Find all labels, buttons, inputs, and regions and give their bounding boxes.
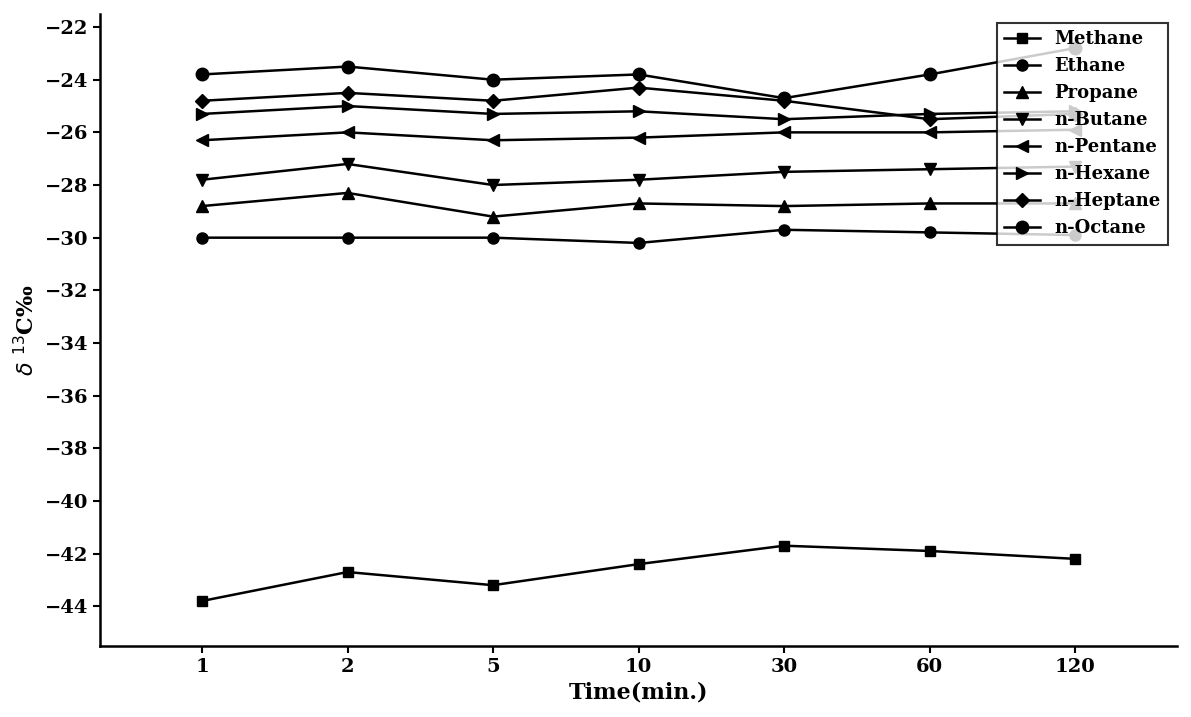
n-Octane — [631, 70, 646, 79]
n-Octane — [341, 62, 355, 71]
n-Heptane — [195, 97, 210, 105]
n-Heptane — [777, 97, 791, 105]
Propane — [777, 201, 791, 210]
n-Hexane — [1068, 107, 1083, 115]
Line: Methane: Methane — [197, 541, 1080, 606]
Methane — [341, 568, 355, 576]
n-Hexane — [923, 110, 937, 118]
Line: n-Heptane: n-Heptane — [197, 82, 1080, 124]
Methane — [631, 560, 646, 569]
n-Octane — [777, 94, 791, 103]
n-Hexane — [341, 102, 355, 110]
n-Heptane — [486, 97, 500, 105]
n-Heptane — [631, 83, 646, 92]
Line: n-Pentane: n-Pentane — [197, 124, 1080, 146]
n-Heptane — [923, 115, 937, 123]
Line: Propane: Propane — [197, 187, 1080, 222]
n-Butane — [923, 165, 937, 174]
Ethane — [1068, 231, 1083, 239]
n-Hexane — [777, 115, 791, 123]
n-Pentane — [341, 128, 355, 137]
Line: n-Octane: n-Octane — [195, 42, 1081, 105]
n-Octane — [486, 75, 500, 84]
Propane — [341, 189, 355, 197]
Ethane — [195, 233, 210, 242]
Ethane — [777, 225, 791, 234]
Propane — [486, 212, 500, 221]
Line: n-Hexane: n-Hexane — [197, 100, 1080, 125]
n-Butane — [195, 176, 210, 184]
n-Hexane — [631, 107, 646, 115]
Propane — [631, 199, 646, 208]
Ethane — [631, 239, 646, 247]
Propane — [923, 199, 937, 208]
n-Pentane — [923, 128, 937, 137]
n-Butane — [1068, 162, 1083, 171]
n-Pentane — [631, 133, 646, 142]
n-Octane — [195, 70, 210, 79]
Ethane — [486, 233, 500, 242]
Legend: Methane, Ethane, Propane, n-Butane, n-Pentane, n-Hexane, n-Heptane, n-Octane: Methane, Ethane, Propane, n-Butane, n-Pe… — [997, 23, 1168, 244]
n-Butane — [777, 168, 791, 176]
Ethane — [923, 228, 937, 237]
Methane — [923, 546, 937, 555]
Methane — [195, 597, 210, 605]
n-Butane — [486, 181, 500, 189]
n-Pentane — [195, 136, 210, 145]
Y-axis label: $\delta$ $^{13}$C‰⁠⁠: $\delta$ $^{13}$C‰⁠⁠ — [14, 283, 39, 376]
Methane — [1068, 554, 1083, 563]
n-Butane — [631, 176, 646, 184]
n-Pentane — [777, 128, 791, 137]
n-Octane — [923, 70, 937, 79]
X-axis label: Time(min.): Time(min.) — [569, 681, 709, 703]
n-Heptane — [1068, 110, 1083, 118]
Methane — [777, 541, 791, 550]
n-Butane — [341, 160, 355, 168]
n-Pentane — [486, 136, 500, 145]
n-Pentane — [1068, 125, 1083, 134]
n-Hexane — [195, 110, 210, 118]
Ethane — [341, 233, 355, 242]
Propane — [195, 201, 210, 210]
Propane — [1068, 199, 1083, 208]
n-Hexane — [486, 110, 500, 118]
n-Octane — [1068, 44, 1083, 52]
Line: n-Butane: n-Butane — [197, 158, 1080, 191]
Line: Ethane: Ethane — [197, 224, 1080, 249]
Methane — [486, 581, 500, 589]
n-Heptane — [341, 89, 355, 98]
